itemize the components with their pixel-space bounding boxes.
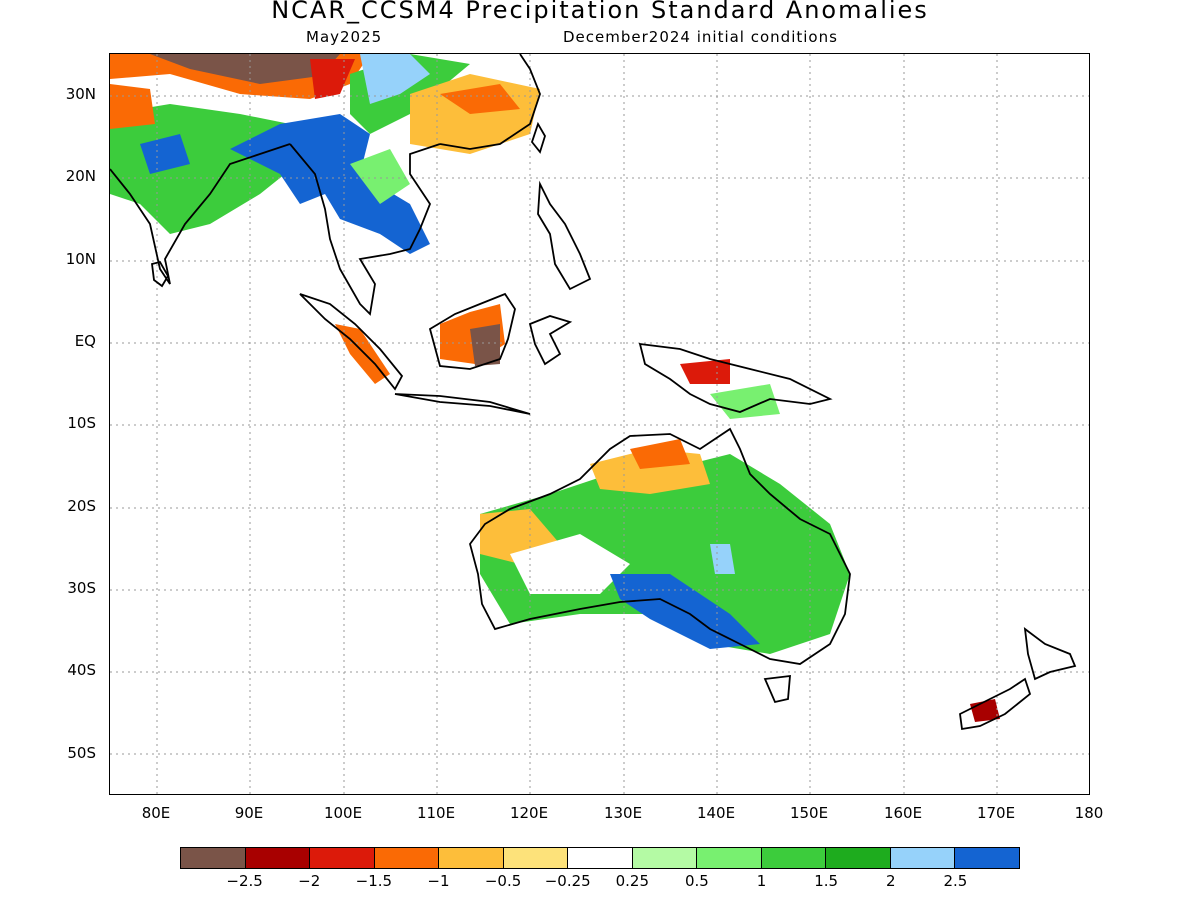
coast-newguinea bbox=[638, 342, 833, 413]
anomaly-australia-white bbox=[510, 534, 630, 594]
coast-australia bbox=[469, 427, 851, 665]
colorbar-label: 2.5 bbox=[943, 872, 968, 890]
colorbar-swatch bbox=[374, 848, 440, 868]
anomaly-china-light-blue bbox=[360, 54, 430, 104]
lon-label-130e: 130E bbox=[603, 804, 643, 822]
colorbar-swatch bbox=[826, 848, 891, 868]
lon-label-180: 180 bbox=[1074, 804, 1104, 822]
colorbar-swatch bbox=[632, 848, 698, 868]
anomaly-png-green bbox=[710, 384, 780, 419]
colorbar-label: 2 bbox=[885, 872, 896, 890]
lat-label-40s: 40S bbox=[67, 661, 96, 679]
lon-label-110e: 110E bbox=[416, 804, 456, 822]
colorbar-label: −2.5 bbox=[226, 872, 263, 890]
lat-label-20s: 20S bbox=[67, 497, 96, 515]
anomaly-australia-green bbox=[480, 454, 850, 654]
anomaly-india-west-dry bbox=[110, 84, 155, 129]
init-conditions-label: December2024 initial conditions bbox=[563, 28, 838, 46]
anomaly-vietnam-green bbox=[350, 149, 410, 204]
lat-label-10n: 10N bbox=[65, 250, 96, 268]
coastlines bbox=[110, 54, 1077, 731]
colorbar-swatch bbox=[761, 848, 827, 868]
colorbar-label: −0.5 bbox=[484, 872, 522, 890]
coast-nz-south bbox=[959, 677, 1032, 731]
anomaly-shading bbox=[110, 54, 1000, 722]
lat-label-10s: 10S bbox=[67, 414, 96, 432]
coast-srilanka bbox=[151, 260, 170, 288]
lat-label-50s: 50S bbox=[67, 744, 96, 762]
anomaly-bangladesh-blue bbox=[230, 114, 430, 254]
colorbar bbox=[180, 847, 1020, 869]
lon-label-160e: 160E bbox=[883, 804, 923, 822]
colorbar-label: 0.5 bbox=[684, 872, 709, 890]
lat-label-30s: 30S bbox=[67, 579, 96, 597]
coast-nz-north bbox=[1023, 627, 1077, 681]
coast-taiwan bbox=[530, 121, 546, 154]
lon-label-80e: 80E bbox=[141, 804, 171, 822]
grid-lines bbox=[110, 54, 1089, 794]
colorbar-swatch bbox=[503, 848, 569, 868]
anomaly-australia-north-orange bbox=[630, 439, 690, 469]
lat-label-30n: 30N bbox=[65, 85, 96, 103]
lon-label-170e: 170E bbox=[976, 804, 1016, 822]
colorbar-swatch bbox=[181, 848, 246, 868]
anomaly-australia-lightblue bbox=[710, 544, 735, 574]
colorbar-label: −0.25 bbox=[544, 872, 591, 890]
coast-indochina bbox=[289, 143, 441, 316]
anomaly-himalaya-red bbox=[310, 59, 355, 99]
colorbar-swatch bbox=[890, 848, 956, 868]
coast-borneo bbox=[428, 292, 516, 370]
colorbar-swatch bbox=[955, 848, 1019, 868]
lon-label-100e: 100E bbox=[323, 804, 363, 822]
anomaly-png-dry bbox=[680, 359, 730, 384]
colorbar-label: −1 bbox=[427, 872, 450, 890]
anomaly-borneo-extreme bbox=[470, 324, 500, 366]
colorbar-swatch bbox=[697, 848, 762, 868]
colorbar-swatch bbox=[310, 848, 375, 868]
lon-label-140e: 140E bbox=[696, 804, 736, 822]
coast-tasmania bbox=[763, 674, 791, 704]
coast-india bbox=[110, 143, 291, 285]
lon-label-90e: 90E bbox=[234, 804, 264, 822]
map-canvas bbox=[110, 54, 1089, 794]
coast-philippines bbox=[537, 180, 592, 291]
coast-sumatra bbox=[299, 293, 404, 391]
colorbar-label: 1.5 bbox=[814, 872, 839, 890]
map-panel bbox=[109, 53, 1090, 795]
colorbar-label: 0.25 bbox=[615, 872, 649, 890]
anomaly-india-blue bbox=[140, 134, 190, 174]
anomaly-china-orange bbox=[440, 84, 520, 114]
anomaly-tibet-extreme bbox=[150, 54, 340, 84]
lat-label-20n: 20N bbox=[65, 167, 96, 185]
colorbar-swatch bbox=[568, 848, 633, 868]
coast-china bbox=[439, 54, 541, 150]
map-title: NCAR_CCSM4 Precipitation Standard Anomal… bbox=[271, 0, 929, 24]
coast-sulawesi bbox=[528, 315, 573, 366]
lon-label-150e: 150E bbox=[789, 804, 829, 822]
colorbar-swatch bbox=[245, 848, 311, 868]
colorbar-label: −1.5 bbox=[355, 872, 393, 890]
lon-label-120e: 120E bbox=[509, 804, 549, 822]
colorbar-label: 1 bbox=[756, 872, 767, 890]
colorbar-label: −2 bbox=[298, 872, 321, 890]
target-month-label: May2025 bbox=[306, 28, 383, 46]
lat-label-eq: EQ bbox=[74, 332, 96, 350]
colorbar-swatch bbox=[439, 848, 504, 868]
coast-java bbox=[394, 393, 531, 415]
